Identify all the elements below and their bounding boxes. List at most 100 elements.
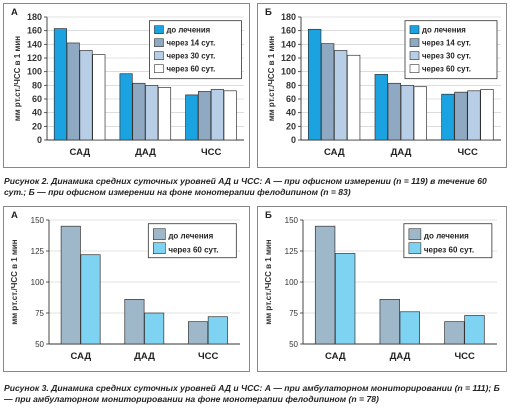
fig3-caption: Рисунок 3. Динамика средних суточных уро…	[4, 383, 506, 404]
y-tick-label: 160	[27, 26, 42, 36]
legend-label: через 60 сут.	[168, 246, 218, 255]
category-label: САД	[324, 147, 345, 158]
category-label: САД	[325, 351, 346, 362]
legend-swatch	[408, 242, 422, 255]
y-tick-label: 50	[289, 340, 298, 349]
legend-swatch	[154, 51, 164, 60]
legend-swatch	[409, 25, 420, 34]
y-tick-label: 80	[32, 80, 42, 90]
fig2b-chart: Б 0 20 40 60 80 100 120 140 160 180 мм рт.ст./ЧСС в…	[257, 3, 507, 168]
bar	[464, 315, 485, 345]
y-tick-label: 20	[286, 121, 296, 131]
legend-label: через 14 сут.	[422, 39, 471, 48]
y-tick-label: 140	[281, 39, 296, 49]
panel-label: Б	[265, 210, 272, 221]
fig3-caption-text: Рисунок 3. Динамика средних суточных уро…	[4, 383, 500, 404]
bar	[444, 321, 465, 345]
bar	[185, 94, 199, 141]
legend-swatch	[154, 64, 164, 73]
bar	[198, 91, 212, 141]
bar	[320, 43, 335, 141]
bar	[399, 311, 420, 345]
fig3a-panel: А 50 75 100 125 150 мм рт.ст./ЧСС в 1 мин САД ДА…	[3, 206, 250, 372]
y-tick-label: 100	[31, 278, 45, 287]
legend-label: до лечения	[422, 26, 466, 35]
y-axis-label: мм рт.ст./ЧСС в 1 мин	[13, 36, 22, 121]
bar	[454, 91, 468, 141]
y-tick-label: 75	[289, 309, 298, 318]
bar	[144, 312, 165, 345]
bar	[210, 89, 224, 141]
y-tick-label: 125	[31, 247, 45, 256]
bar	[132, 82, 146, 141]
panel-label: А	[11, 210, 18, 221]
y-tick-label: 50	[35, 340, 44, 349]
y-tick-label: 160	[281, 26, 296, 36]
legend-label: через 14 сут.	[166, 39, 215, 48]
bar	[207, 316, 228, 345]
y-tick-label: 0	[37, 135, 42, 145]
fig2b-panel: Б 0 20 40 60 80 100 120 140 160 180 мм рт.ст./ЧСС в…	[257, 3, 507, 168]
y-axis-label: мм рт.ст./ЧСС в 1 мин	[10, 239, 19, 324]
bar	[124, 299, 145, 345]
y-tick-label: 100	[285, 278, 299, 287]
category-label: ЧСС	[201, 147, 222, 158]
y-tick-label: 120	[27, 53, 42, 63]
legend-swatch	[153, 242, 166, 255]
panel-label: А	[11, 7, 18, 18]
y-tick-label: 140	[27, 39, 42, 49]
bar	[314, 225, 336, 345]
category-label: ДАД	[390, 351, 411, 362]
legend-box	[404, 20, 498, 80]
bar	[60, 225, 81, 345]
legend-label: через 60 сут.	[166, 65, 215, 74]
fig2-caption: Рисунок 2. Динамика средних суточных уро…	[4, 176, 506, 197]
legend-label: до лечения	[424, 232, 469, 241]
bar	[307, 28, 322, 141]
legend-swatch	[409, 38, 420, 47]
y-tick-label: 60	[286, 94, 296, 104]
bar	[480, 89, 494, 141]
bar	[387, 82, 401, 141]
legend-swatch	[154, 25, 164, 34]
legend-swatch	[153, 228, 166, 241]
category-label: САД	[70, 147, 91, 158]
category-label: ДАД	[135, 147, 156, 158]
legend-label: через 60 сут.	[424, 246, 474, 255]
fig2a-chart: А 0 20 40 60 80 100 120 140 160 180 мм рт.ст./ЧСС в…	[3, 3, 250, 168]
y-tick-label: 180	[281, 12, 296, 22]
y-tick-label: 75	[35, 309, 44, 318]
legend-box	[149, 20, 242, 80]
panel-label: Б	[265, 7, 272, 18]
y-tick-label: 100	[281, 67, 296, 77]
bar	[374, 74, 388, 141]
y-tick-label: 60	[32, 94, 42, 104]
fig2-caption-text: Рисунок 2. Динамика средних суточных уро…	[4, 176, 487, 197]
category-label: ЧСС	[457, 147, 478, 158]
category-label: ЧСС	[198, 351, 219, 362]
bar	[92, 54, 106, 141]
y-tick-label: 120	[281, 53, 296, 63]
legend-label: до лечения	[168, 232, 213, 241]
y-tick-label: 0	[291, 135, 296, 145]
bar	[145, 84, 159, 141]
y-axis-label: мм рт.ст./ЧСС в 1 мин	[267, 36, 276, 121]
y-tick-label: 150	[31, 216, 45, 225]
fig3b-chart: Б 50 75 100 125 150 мм рт.ст./ЧСС в 1 мин САД ДА…	[257, 206, 507, 372]
bar	[223, 90, 237, 141]
bar	[66, 42, 80, 141]
fig3b-panel: Б 50 75 100 125 150 мм рт.ст./ЧСС в 1 мин САД ДА…	[257, 206, 507, 372]
legend-label: через 60 сут.	[422, 65, 471, 74]
bar	[379, 299, 400, 345]
category-label: ДАД	[391, 147, 412, 158]
bar	[334, 253, 356, 345]
y-axis-label: мм рт.ст./ЧСС в 1 мин	[264, 239, 273, 324]
bar	[441, 93, 455, 141]
category-label: ЧСС	[454, 351, 475, 362]
bar	[80, 254, 101, 345]
y-tick-label: 40	[32, 108, 42, 118]
bar	[188, 321, 209, 345]
y-tick-label: 150	[285, 216, 299, 225]
bar	[119, 73, 133, 141]
y-tick-label: 20	[32, 121, 42, 131]
